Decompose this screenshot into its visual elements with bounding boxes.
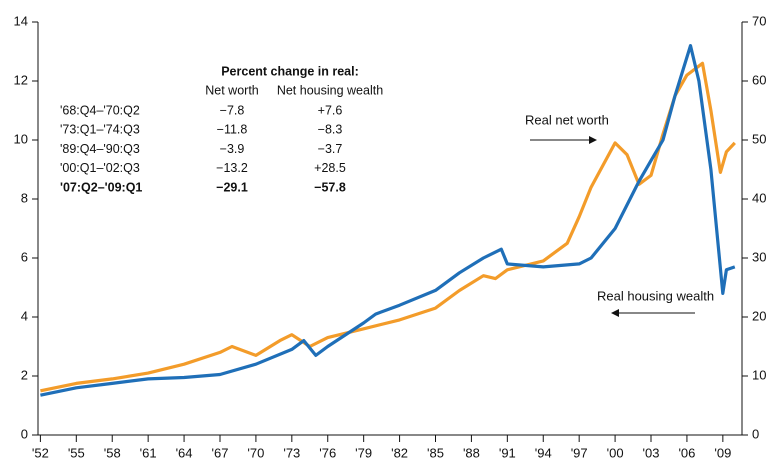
table-cell: −57.8 bbox=[314, 180, 346, 194]
table-cell: +7.6 bbox=[318, 103, 343, 117]
table-header: Net housing wealth bbox=[277, 83, 383, 97]
table-cell: −3.7 bbox=[318, 142, 343, 156]
series-label: Real net worth bbox=[525, 112, 609, 127]
y2-tick-label: 10 bbox=[752, 367, 766, 382]
y-tick-label: 12 bbox=[14, 72, 28, 87]
x-tick-label: '03 bbox=[643, 445, 660, 460]
table-header: Net worth bbox=[205, 83, 259, 97]
y2-tick-label: 40 bbox=[752, 190, 766, 205]
x-tick-label: '79 bbox=[355, 445, 372, 460]
x-tick-label: '67 bbox=[212, 445, 229, 460]
y-tick-label: 4 bbox=[21, 308, 28, 323]
table-cell: −29.1 bbox=[216, 180, 248, 194]
y-tick-label: 8 bbox=[21, 190, 28, 205]
y-tick-label: 6 bbox=[21, 249, 28, 264]
x-tick-label: '73 bbox=[283, 445, 300, 460]
table-row-label: '00:Q1–'02:Q3 bbox=[60, 161, 140, 175]
x-tick-label: '00 bbox=[607, 445, 624, 460]
table-row-label: '07:Q2–'09:Q1 bbox=[60, 180, 142, 194]
table-cell: −3.9 bbox=[220, 142, 245, 156]
series-label: Real housing wealth bbox=[597, 288, 714, 303]
x-tick-label: '09 bbox=[714, 445, 731, 460]
x-tick-label: '94 bbox=[535, 445, 552, 460]
x-tick-label: '58 bbox=[104, 445, 121, 460]
table-cell: −8.3 bbox=[318, 123, 343, 137]
y-tick-label: 14 bbox=[14, 13, 28, 28]
x-tick-label: '55 bbox=[68, 445, 85, 460]
x-tick-label: '88 bbox=[463, 445, 480, 460]
y-tick-label: 2 bbox=[21, 367, 28, 382]
y-tick-label: 10 bbox=[14, 131, 28, 146]
x-tick-label: '52 bbox=[32, 445, 49, 460]
table-cell: +28.5 bbox=[314, 161, 346, 175]
x-tick-label: '06 bbox=[678, 445, 695, 460]
y-tick-label: 0 bbox=[21, 426, 28, 441]
table-row-label: '89:Q4–'90:Q3 bbox=[60, 142, 140, 156]
table-cell: −7.8 bbox=[220, 103, 245, 117]
table-cell: −11.8 bbox=[217, 123, 248, 137]
y2-tick-label: 50 bbox=[752, 131, 766, 146]
series-line bbox=[40, 61, 736, 393]
y2-tick-label: 30 bbox=[752, 249, 766, 264]
table-row-label: '68:Q4–'70:Q2 bbox=[60, 103, 140, 117]
y2-tick-label: 20 bbox=[752, 308, 766, 323]
table-cell: −13.2 bbox=[216, 161, 248, 175]
table-title: Percent change in real: bbox=[221, 64, 359, 78]
x-tick-label: '91 bbox=[499, 445, 516, 460]
y2-tick-label: 70 bbox=[752, 13, 766, 28]
x-tick-label: '61 bbox=[140, 445, 157, 460]
y2-tick-label: 0 bbox=[752, 426, 759, 441]
y2-tick-label: 60 bbox=[752, 72, 766, 87]
x-tick-label: '82 bbox=[391, 445, 408, 460]
table-row-label: '73:Q1–'74:Q3 bbox=[60, 123, 140, 137]
x-tick-label: '85 bbox=[427, 445, 444, 460]
x-tick-label: '97 bbox=[571, 445, 588, 460]
x-tick-label: '76 bbox=[319, 445, 336, 460]
x-tick-label: '64 bbox=[176, 445, 193, 460]
x-tick-label: '70 bbox=[247, 445, 264, 460]
series-line bbox=[40, 44, 736, 397]
